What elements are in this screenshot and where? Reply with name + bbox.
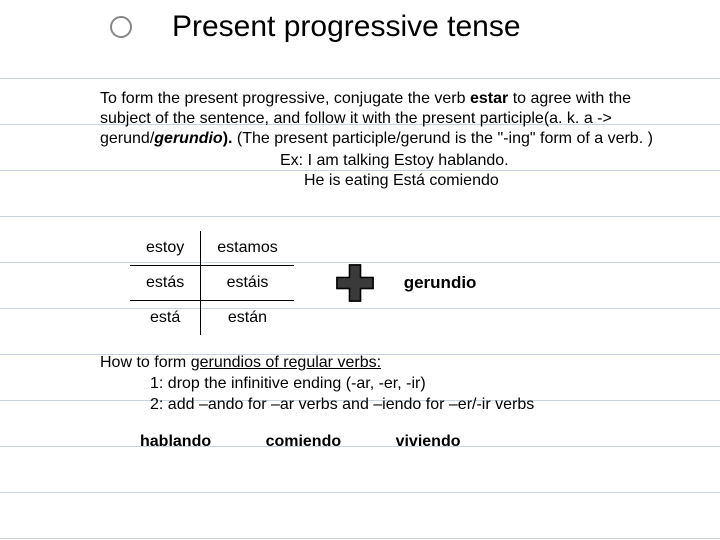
- ex1-en: Ex: I am talking: [280, 152, 394, 169]
- table-row: está están: [130, 301, 294, 336]
- intro-text-f: (The present participle/gerund is the "-…: [237, 130, 653, 147]
- howto-iendo: –iendo: [373, 396, 421, 413]
- intro-paren: ).: [223, 130, 237, 147]
- gerund-viviendo: viviendo: [396, 433, 461, 450]
- examples-block: Ex: I am talking Estoy hablando. He is e…: [0, 149, 720, 191]
- table-row: estoy estamos: [130, 231, 294, 266]
- howto-step1: 1: drop the infinitive ending (-ar, -er,…: [100, 374, 660, 395]
- intro-text-a: To form the present progressive, conjuga…: [100, 90, 470, 107]
- conjugation-row: estoy estamos estás estáis está están ge…: [0, 191, 720, 335]
- howto-block: How to form gerundios of regular verbs: …: [0, 335, 720, 415]
- bullet-icon: [110, 16, 132, 38]
- plus-icon: [334, 262, 376, 304]
- ex2-en: He is eating: [304, 172, 393, 189]
- title-row: Present progressive tense: [0, 0, 720, 44]
- cell-esta: está: [130, 301, 201, 336]
- howto-gerundios: gerundios: [191, 354, 261, 371]
- gerundio-label: gerundio: [404, 273, 477, 293]
- cell-estoy: estoy: [130, 231, 201, 266]
- howto-e: verbs:: [333, 354, 381, 371]
- intro-gerundio: gerundio: [154, 130, 222, 147]
- cell-estan: están: [201, 301, 294, 336]
- howto-a: How to form: [100, 354, 191, 371]
- gerund-hablando: hablando: [140, 433, 211, 450]
- cell-estamos: estamos: [201, 231, 294, 266]
- gerund-examples: hablando comiendo viviendo: [0, 415, 720, 451]
- howto-regular: regular: [283, 354, 333, 371]
- ex1-es: Estoy hablando.: [394, 152, 509, 169]
- howto-step2-c: for –ar verbs and: [243, 396, 373, 413]
- intro-estar: estar: [470, 90, 513, 107]
- cell-estas: estás: [130, 266, 201, 301]
- gerund-comiendo: comiendo: [266, 433, 342, 450]
- howto-step2-a: 2: add: [150, 396, 199, 413]
- plus-wrap: gerundio: [334, 262, 477, 304]
- howto-ando: –ando: [199, 396, 244, 413]
- table-row: estás estáis: [130, 266, 294, 301]
- intro-paragraph: To form the present progressive, conjuga…: [0, 44, 720, 149]
- howto-step2-e: for –er/-ir verbs: [421, 396, 534, 413]
- cell-estais: estáis: [201, 266, 294, 301]
- page-title: Present progressive tense: [172, 10, 521, 44]
- howto-c: of: [261, 354, 283, 371]
- conjugation-table: estoy estamos estás estáis está están: [130, 231, 294, 335]
- ex2-es: Está comiendo: [393, 172, 499, 189]
